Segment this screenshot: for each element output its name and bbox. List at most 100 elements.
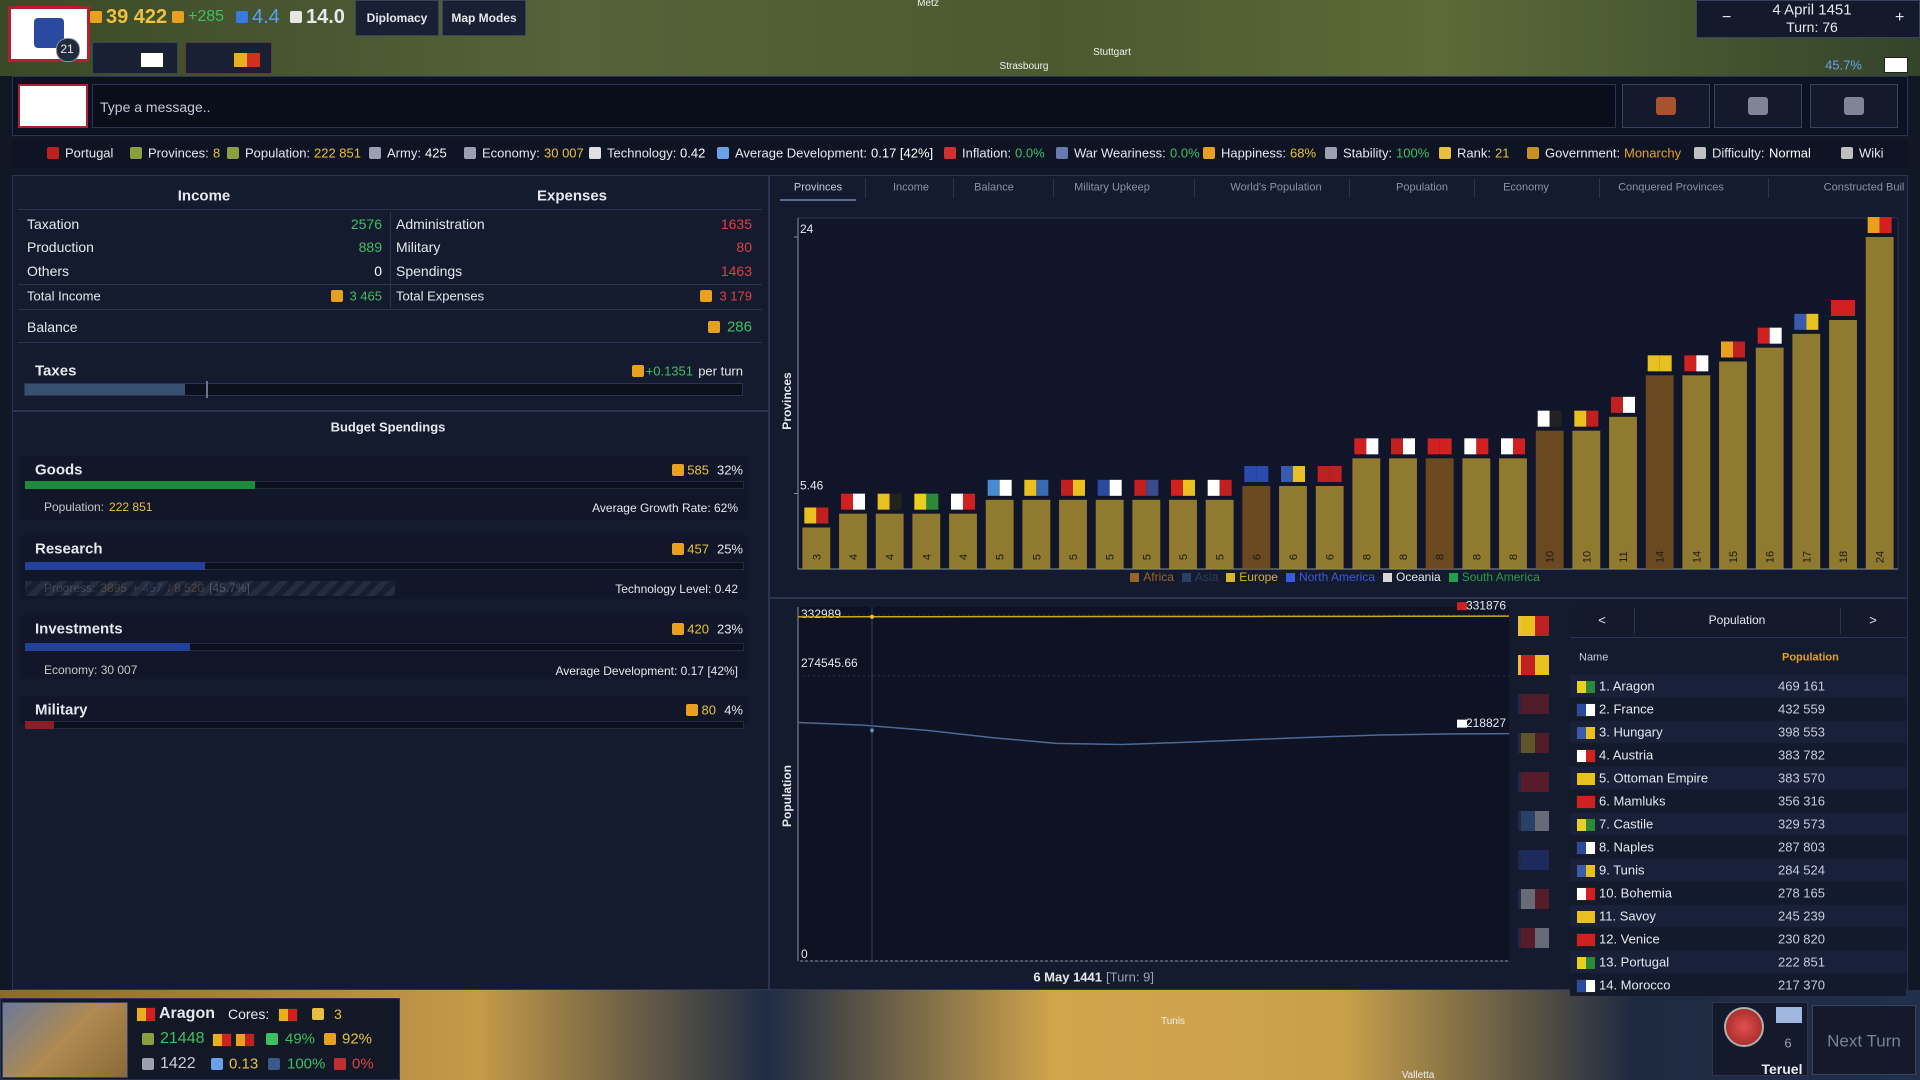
flag [1576, 795, 1596, 809]
hover-dot [870, 728, 874, 733]
chart-tab[interactable]: Conquered Provinces [1618, 181, 1724, 194]
stat-value: 8 [213, 145, 221, 161]
ranking-row[interactable] [1570, 905, 1906, 927]
bar-value-label: 10 [1581, 551, 1593, 563]
budget-bar [25, 643, 191, 651]
ranking-row[interactable] [1570, 951, 1906, 973]
overlay-tab[interactable] [92, 42, 178, 74]
budget-name: Research [35, 540, 103, 558]
flag-filter[interactable] [1518, 850, 1549, 870]
chart-tab[interactable]: World's Population [1230, 181, 1322, 194]
flag-filter[interactable] [1518, 694, 1549, 714]
income: +285 [188, 8, 225, 25]
province-army: 1422 [160, 1055, 196, 1072]
flag-filter[interactable] [1518, 655, 1549, 675]
flag [136, 1007, 156, 1022]
bar-flag [926, 493, 939, 510]
bar [1719, 361, 1747, 569]
taxes-slider[interactable] [24, 383, 743, 396]
ranking-row[interactable] [1570, 859, 1906, 881]
icon [1439, 147, 1451, 159]
flag [233, 52, 261, 68]
total-expenses-label: Total Expenses [396, 288, 485, 304]
bar-flag [1843, 300, 1855, 316]
plus-button-glyph[interactable]: + [1895, 9, 1905, 26]
legend-item[interactable]: Oceania [1383, 570, 1441, 584]
income-header: Income [177, 187, 231, 205]
chart-tab[interactable]: Provinces [793, 181, 843, 194]
next-turn-label[interactable]: Next Turn [1827, 1031, 1901, 1051]
next-turn-button[interactable] [1812, 1005, 1916, 1075]
ranking-row[interactable] [1570, 790, 1906, 812]
bar-value-label: 8 [1471, 554, 1483, 560]
ranking-row[interactable] [1570, 928, 1906, 950]
toolbar-button[interactable] [1810, 84, 1898, 128]
bar [875, 513, 904, 569]
icon [172, 11, 184, 23]
end-flag [1457, 719, 1467, 728]
top-button-label: Diplomacy [366, 11, 428, 25]
ranking-row[interactable] [1570, 882, 1906, 904]
ranking-row[interactable] [1570, 767, 1906, 789]
icon [1694, 147, 1706, 159]
stat-label: Average Development: [735, 145, 868, 161]
bar-value-label: 15 [1728, 551, 1740, 563]
stat-value: 0.0% [1015, 145, 1045, 161]
bar-value-label: 6 [1325, 554, 1337, 560]
bar-value-label: 8 [1398, 554, 1410, 560]
chat-flag [18, 84, 88, 128]
flag-filter[interactable] [1518, 889, 1549, 909]
toolbar-icon [1656, 97, 1676, 115]
province-development: 0.13 [229, 1055, 259, 1073]
ranking-row[interactable] [1570, 836, 1906, 858]
legend-item[interactable]: South America [1448, 570, 1540, 584]
ranking-prev[interactable]: < [1598, 612, 1606, 628]
flag-filter[interactable] [1518, 772, 1549, 792]
top-button[interactable] [355, 0, 439, 36]
ranking-row[interactable] [1570, 698, 1906, 720]
tab-separator [1053, 178, 1054, 198]
budget-detail: Economy: 30 007 [44, 663, 137, 677]
legend-item[interactable]: Asia [1181, 570, 1218, 584]
tab-separator [1598, 178, 1600, 198]
ranking-row[interactable] [1570, 813, 1906, 835]
bar-flag [987, 479, 1000, 496]
stat-value: Normal [1769, 145, 1811, 161]
flag [1576, 910, 1596, 924]
flag [1576, 680, 1596, 694]
chart-tab[interactable]: Economy [1503, 181, 1549, 194]
flag-filter[interactable] [1518, 733, 1549, 753]
chart-tab[interactable]: Population [1396, 181, 1448, 194]
ranking-row[interactable] [1570, 675, 1906, 697]
y-tick-label: 5.46 [800, 478, 824, 492]
legend-item[interactable]: North America [1285, 570, 1375, 584]
top-button[interactable] [442, 0, 526, 36]
ranking-row[interactable] [1570, 974, 1906, 996]
flag [1576, 772, 1596, 786]
bar-flag [1171, 479, 1183, 496]
bar [1022, 499, 1051, 569]
ranking-row[interactable] [1570, 721, 1906, 743]
stat-label: Economy: [482, 145, 540, 161]
legend-item[interactable]: Europe [1226, 570, 1278, 584]
chart-tab[interactable]: Income [892, 181, 930, 194]
flag-filter[interactable] [1518, 928, 1549, 948]
flag-filter[interactable] [1518, 616, 1549, 636]
ranking-row[interactable] [1570, 744, 1906, 766]
bar-value-label: 5 [1215, 554, 1227, 560]
ranking-next[interactable]: > [1869, 612, 1877, 628]
stat-value: 30 007 [544, 145, 584, 161]
chart-tab[interactable]: Military Upkeep [1074, 181, 1150, 194]
total-income-value: 3 465 [349, 288, 382, 304]
minus-button-glyph[interactable]: − [1722, 9, 1732, 26]
overlay-tab[interactable] [185, 42, 272, 74]
province-growth: 49% [285, 1030, 316, 1048]
chart-tab[interactable]: Balance [974, 181, 1014, 194]
bar-flag [1024, 479, 1037, 496]
legend-item[interactable]: Africa [1130, 570, 1174, 584]
bar [1829, 320, 1857, 569]
chart-tab[interactable]: Constructed Buil [1823, 181, 1905, 194]
chat-input[interactable] [92, 84, 1616, 128]
flag-filter[interactable] [1518, 811, 1549, 831]
bar-flag [1281, 466, 1293, 482]
